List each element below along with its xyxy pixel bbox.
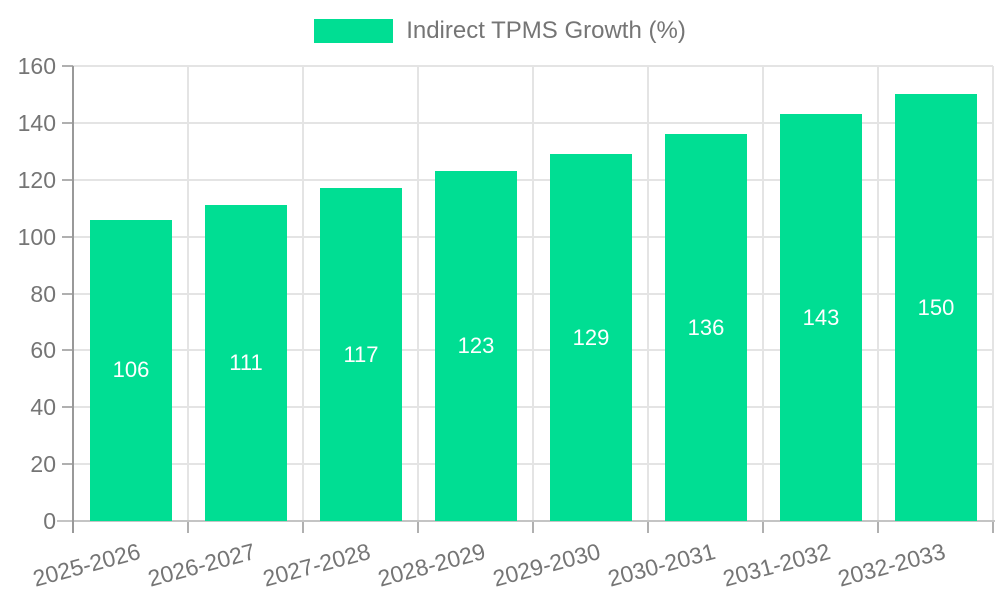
legend-label[interactable]: Indirect TPMS Growth (%) bbox=[406, 17, 686, 44]
legend-swatch[interactable] bbox=[314, 19, 394, 43]
bar[interactable] bbox=[320, 188, 402, 521]
grid-line-vertical bbox=[302, 66, 304, 521]
bar-value-label: 117 bbox=[343, 342, 379, 367]
bar-value-label: 123 bbox=[457, 333, 495, 358]
legend: Indirect TPMS Growth (%) bbox=[0, 17, 1000, 45]
y-axis-tick-label: 20 bbox=[30, 451, 56, 477]
y-axis-line bbox=[72, 66, 74, 533]
x-axis-tick-label: 2025-2026 bbox=[30, 537, 143, 592]
bar-value-label: 129 bbox=[572, 325, 610, 350]
bar[interactable] bbox=[780, 114, 862, 521]
bar-value-label: 111 bbox=[229, 350, 263, 375]
y-axis-tick-label: 40 bbox=[30, 394, 56, 420]
y-axis-tick bbox=[62, 349, 73, 351]
y-axis-tick-label: 140 bbox=[17, 110, 56, 136]
x-axis-tick bbox=[417, 521, 419, 533]
grid-line-vertical bbox=[877, 66, 879, 521]
bar[interactable] bbox=[550, 154, 632, 521]
x-axis-tick bbox=[877, 521, 879, 533]
x-axis-tick bbox=[187, 521, 189, 533]
bar[interactable] bbox=[90, 220, 172, 521]
y-axis-tick bbox=[62, 179, 73, 181]
bar-value-label: 106 bbox=[112, 357, 150, 382]
x-axis-tick bbox=[647, 521, 649, 533]
y-axis-tick-label: 160 bbox=[17, 53, 56, 79]
y-axis-tick bbox=[62, 463, 73, 465]
x-axis-tick-label: 2028-2029 bbox=[375, 537, 488, 592]
grid-line-vertical bbox=[187, 66, 189, 521]
x-axis-tick-label: 2027-2028 bbox=[260, 537, 373, 592]
bar[interactable] bbox=[665, 134, 747, 521]
bar[interactable] bbox=[205, 205, 287, 521]
grid-line-vertical bbox=[762, 66, 764, 521]
x-axis-line bbox=[57, 520, 995, 522]
x-axis-tick bbox=[302, 521, 304, 533]
x-axis-tick-label: 2029-2030 bbox=[490, 537, 603, 592]
y-axis-tick-label: 120 bbox=[17, 167, 56, 193]
x-axis-tick bbox=[532, 521, 534, 533]
y-axis-tick bbox=[62, 293, 73, 295]
grid-line-vertical bbox=[417, 66, 419, 521]
grid-line-vertical bbox=[992, 66, 994, 521]
x-axis-tick-label: 2026-2027 bbox=[145, 537, 258, 592]
y-axis-tick bbox=[62, 122, 73, 124]
y-axis-tick-label: 0 bbox=[43, 508, 56, 534]
y-axis-tick-label: 80 bbox=[30, 281, 56, 307]
x-axis-tick bbox=[992, 521, 994, 533]
y-axis-tick bbox=[62, 236, 73, 238]
bar-value-label: 136 bbox=[687, 315, 725, 340]
bar[interactable] bbox=[895, 94, 977, 521]
y-axis-tick bbox=[62, 406, 73, 408]
grid-line-vertical bbox=[532, 66, 534, 521]
x-axis-tick-label: 2030-2031 bbox=[605, 537, 718, 592]
x-axis-tick-label: 2031-2032 bbox=[720, 537, 833, 592]
y-axis-tick bbox=[62, 65, 73, 67]
bar-value-label: 143 bbox=[802, 305, 840, 330]
x-axis-tick-label: 2032-2033 bbox=[835, 537, 948, 592]
bar[interactable] bbox=[435, 171, 517, 521]
x-axis-tick bbox=[762, 521, 764, 533]
bar-value-label: 150 bbox=[917, 295, 955, 320]
y-axis-tick-label: 100 bbox=[17, 224, 56, 250]
grid-line-vertical bbox=[647, 66, 649, 521]
y-axis-tick-label: 60 bbox=[30, 337, 56, 363]
